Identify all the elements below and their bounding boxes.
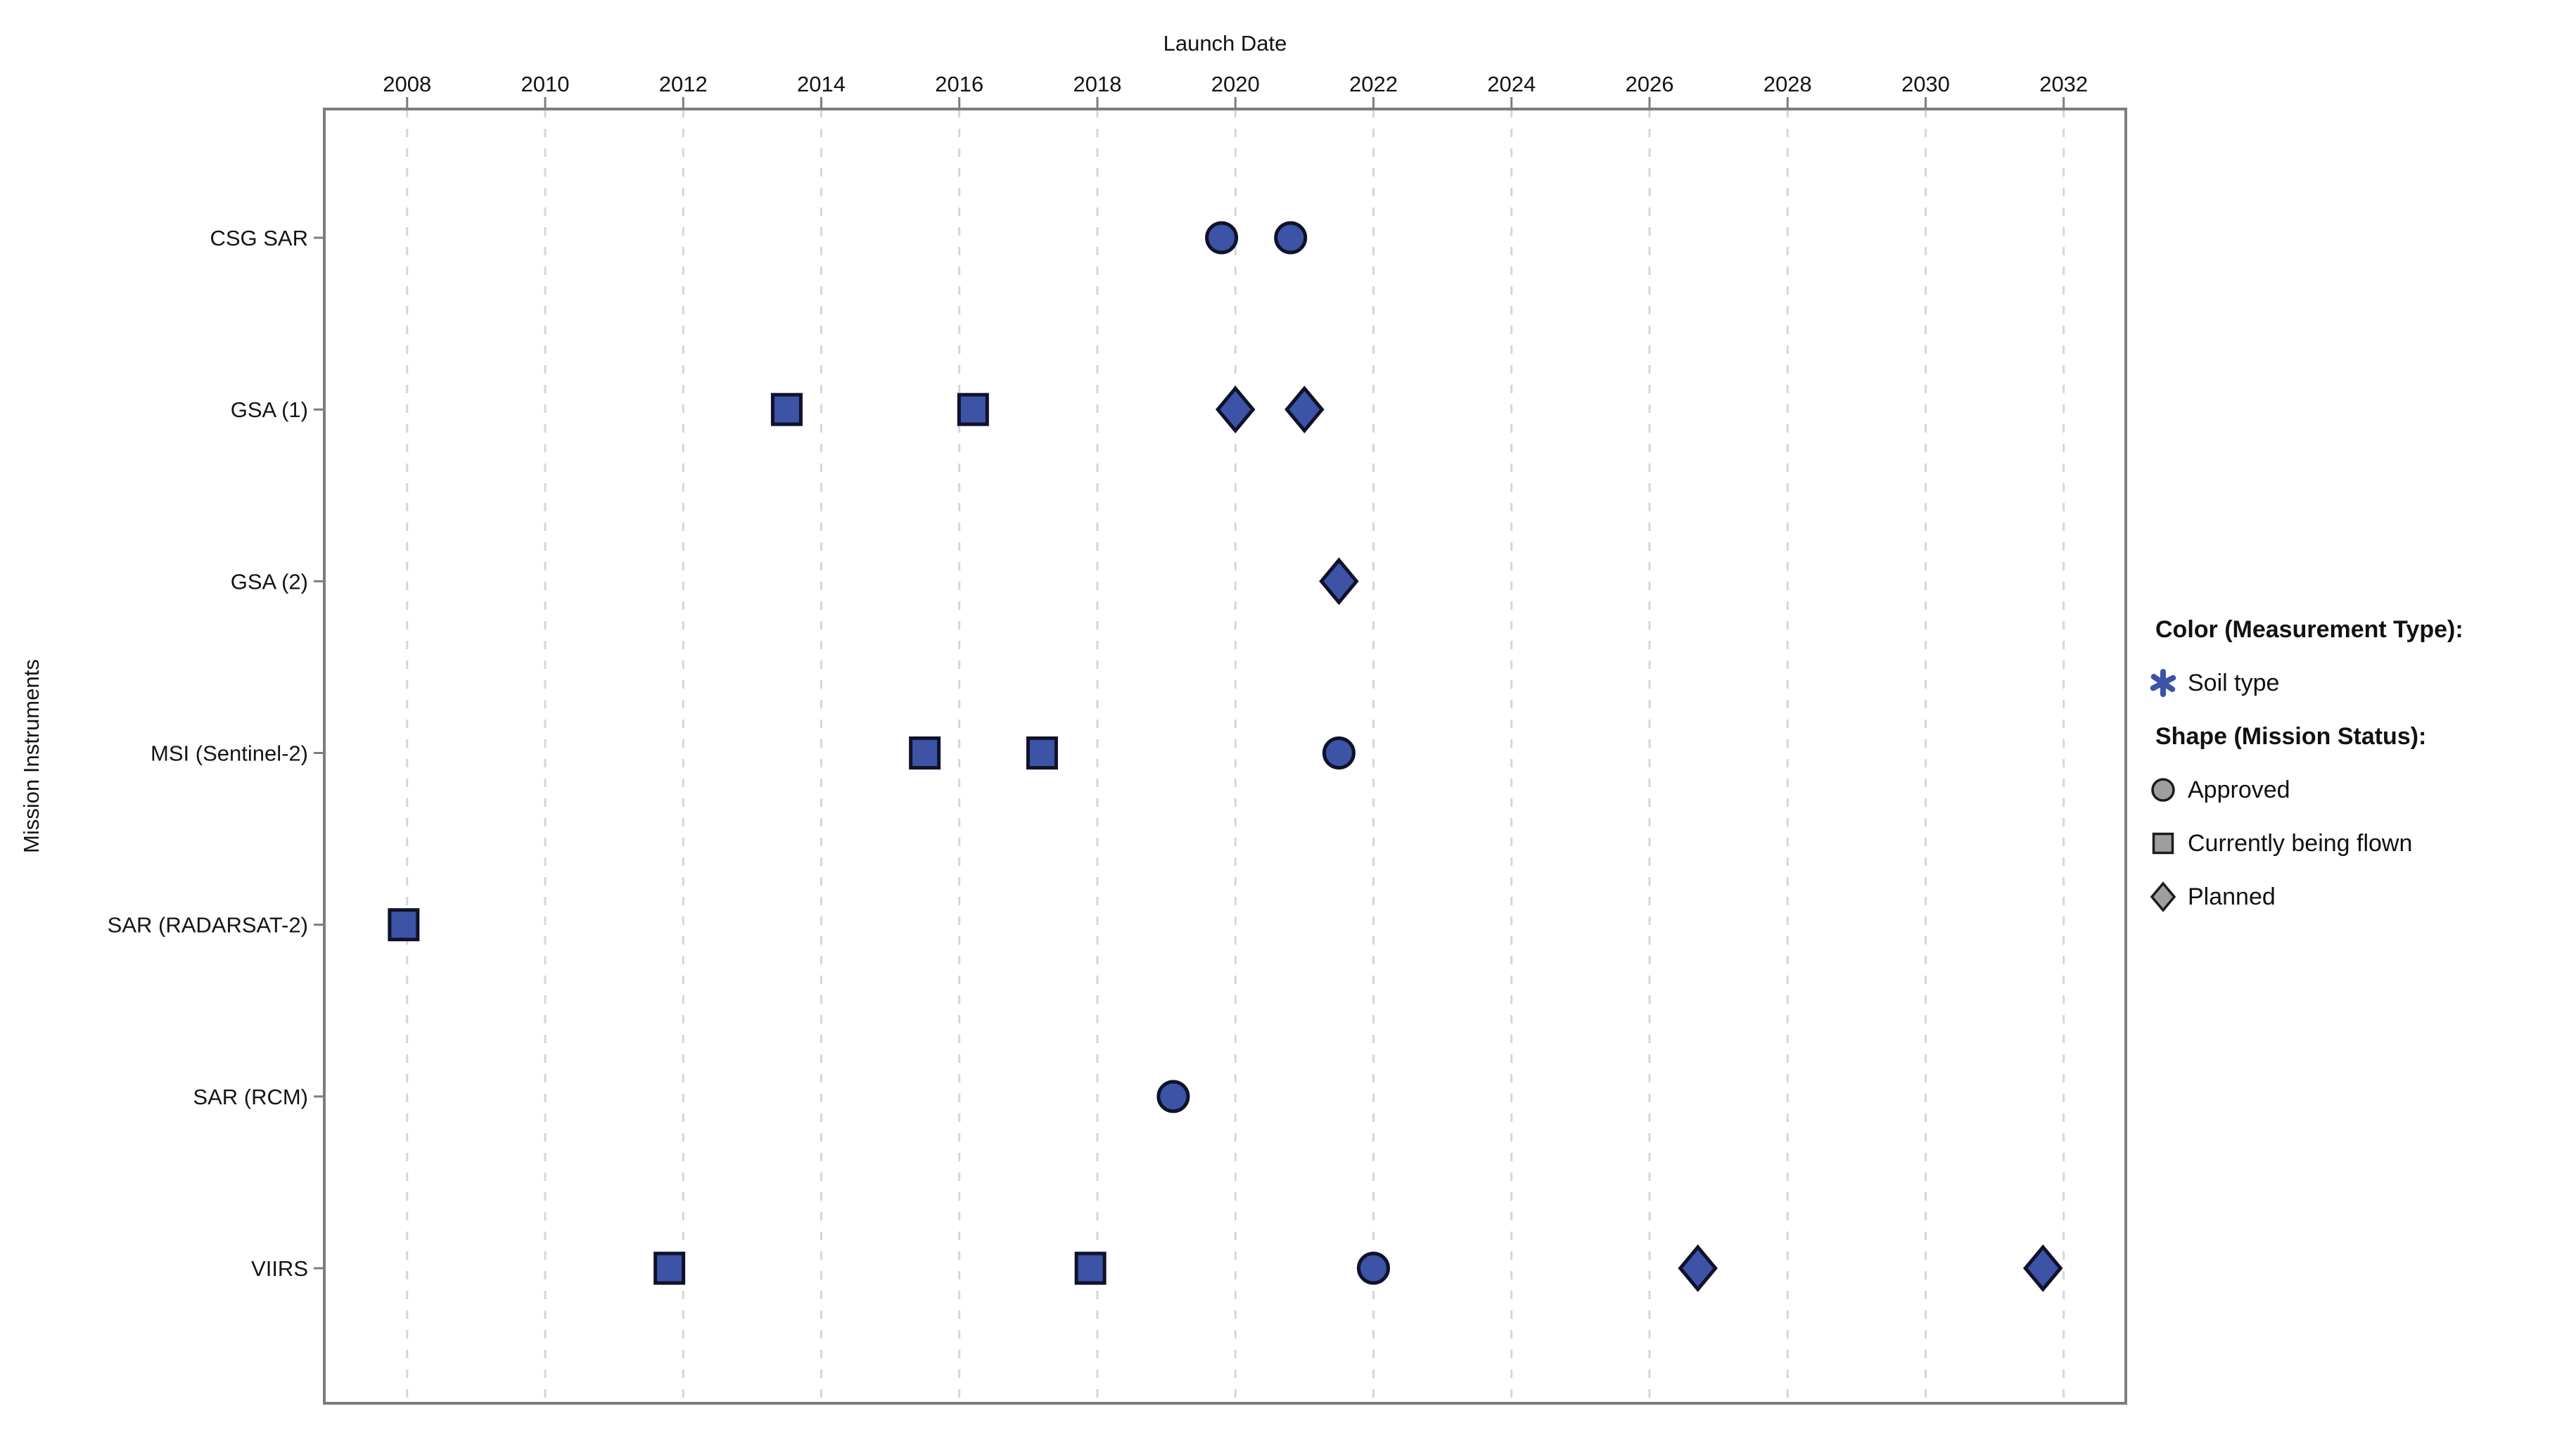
data-point-square [957,392,989,426]
x-tick-label: 2016 [935,72,983,96]
y-category-label: GSA (2) [231,569,308,594]
data-point-square [1026,736,1058,770]
y-category-label: SAR (RCM) [193,1085,308,1109]
y-category-label: GSA (1) [231,397,308,422]
data-point-circle [1322,736,1356,770]
soil-type-asterisk-icon [2147,667,2179,699]
x-tick-label: 2028 [1764,72,1812,96]
data-point-circle [1205,221,1239,255]
data-point-diamond [1319,557,1359,606]
x-tick-label: 2022 [1349,72,1398,96]
y-category-label: SAR (RADARSAT-2) [108,913,308,938]
data-point-square [1074,1251,1107,1285]
legend: Color (Measurement Type): Soil type Shap… [2147,613,2569,934]
x-tick-label: 2018 [1073,72,1121,96]
data-point-diamond [2022,1244,2063,1292]
y-category-label: VIIRS [251,1256,308,1281]
x-axis-title: Launch Date [1163,31,1287,56]
plot-border [323,108,2127,1405]
planned-diamond-icon [2147,881,2179,913]
x-tick-label: 2012 [659,72,708,96]
data-point-diamond [1284,385,1325,434]
data-point-circle [1156,1080,1190,1113]
legend-item-planned: Planned [2147,881,2569,913]
legend-shape-heading: Shape (Mission Status): [2155,723,2427,750]
legend-label-planned: Planned [2188,883,2276,910]
x-tick-label: 2032 [2039,72,2088,96]
x-tick-label: 2020 [1211,72,1260,96]
data-point-square [653,1251,686,1285]
x-tick-label: 2008 [383,72,431,96]
x-tick-label: 2014 [797,72,846,96]
x-tick-label: 2010 [521,72,570,96]
legend-label-soil-type: Soil type [2188,669,2280,696]
y-axis-title: Mission Instruments [19,659,44,853]
legend-item-currently-being-flown: Currently being flown [2147,827,2569,860]
legend-item-soil-type: Soil type [2147,667,2569,699]
approved-circle-icon [2147,774,2179,806]
data-point-circle [1274,221,1308,255]
x-tick-label: 2024 [1487,72,1536,96]
data-point-circle [1356,1251,1390,1285]
x-tick-label: 2026 [1625,72,1673,96]
legend-item-approved: Approved [2147,774,2569,806]
legend-label-currently-being-flown: Currently being flown [2188,829,2413,857]
data-point-diamond [1215,385,1256,434]
x-tick-label: 2030 [1901,72,1950,96]
data-point-square [770,392,803,426]
data-point-square [909,736,941,770]
data-point-square [388,908,420,942]
legend-color-heading: Color (Measurement Type): [2155,616,2463,643]
currently-flown-square-icon [2147,827,2179,860]
y-category-label: CSG SAR [210,226,308,250]
legend-label-approved: Approved [2188,776,2290,803]
data-point-diamond [1678,1244,1718,1292]
y-category-label: MSI (Sentinel-2) [151,741,308,766]
